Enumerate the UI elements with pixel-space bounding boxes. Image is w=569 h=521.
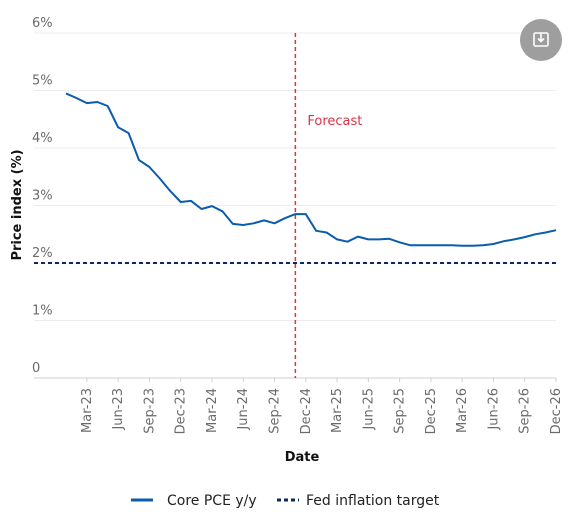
legend-label: Core PCE y/y xyxy=(167,493,257,509)
x-tick-label: Dec-23 xyxy=(174,388,189,434)
y-tick-label: 0 xyxy=(32,361,40,376)
x-axis-title: Date xyxy=(285,450,320,465)
legend-item: Core PCE y/y xyxy=(131,493,257,509)
x-tick-label: Mar-26 xyxy=(455,388,470,433)
download-button[interactable] xyxy=(520,19,562,61)
x-tick-label: Mar-25 xyxy=(330,388,345,433)
x-tick-label: Dec-26 xyxy=(549,388,564,434)
y-tick-label: 1% xyxy=(32,304,53,319)
x-tick-label: Sep-26 xyxy=(518,388,533,434)
x-tick-label: Sep-24 xyxy=(268,388,283,434)
x-tick-label: Dec-24 xyxy=(299,388,314,434)
y-tick-label: 6% xyxy=(32,16,53,31)
series-lines xyxy=(34,92,557,264)
series-line-core-pce xyxy=(65,92,557,247)
legend-label: Fed inflation target xyxy=(306,493,440,509)
x-tick-label: Jun-26 xyxy=(486,388,501,431)
y-tick-label: 2% xyxy=(32,246,53,261)
legend-item: Fed inflation target xyxy=(277,493,440,509)
y-tick-label: 5% xyxy=(32,74,53,89)
x-tick-label: Jun-25 xyxy=(361,388,376,431)
x-tick-label: Jun-24 xyxy=(236,388,251,431)
x-tick-label: Mar-24 xyxy=(205,388,220,433)
x-axis-ticks: Mar-23 Jun-23 Sep-23 Dec-23 Mar-24 Jun-24 Sep-… xyxy=(80,378,564,434)
y-axis-title: Price index (%) xyxy=(10,149,25,260)
x-tick-label: Dec-25 xyxy=(424,388,439,434)
x-tick-label: Sep-25 xyxy=(393,388,408,434)
x-tick-label: Jun-23 xyxy=(111,388,126,431)
download-icon xyxy=(533,32,549,47)
legend: Core PCE y/y Fed inflation target xyxy=(131,493,440,509)
y-tick-label: 4% xyxy=(32,131,53,146)
x-tick-label: Mar-23 xyxy=(80,388,95,433)
y-axis-ticks: 0 1% 2% 3% 4% 5% 6% xyxy=(32,16,53,376)
x-tick-label: Sep-23 xyxy=(142,388,157,434)
forecast-marker: Forecast xyxy=(294,33,362,378)
forecast-label: Forecast xyxy=(307,114,362,129)
y-tick-label: 3% xyxy=(32,189,53,204)
